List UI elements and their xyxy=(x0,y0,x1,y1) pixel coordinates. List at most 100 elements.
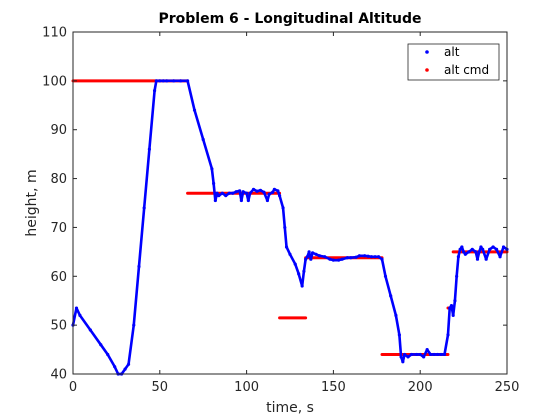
x-tick-label: 0 xyxy=(69,380,77,395)
alt-point xyxy=(432,352,436,357)
alt-point xyxy=(142,206,146,210)
alt-point xyxy=(147,147,151,151)
alt-point xyxy=(394,313,398,317)
alt-point xyxy=(106,352,110,357)
x-tick-label: 100 xyxy=(234,380,259,395)
alt-point xyxy=(262,190,266,194)
alt-point xyxy=(283,225,287,230)
alt-point xyxy=(415,352,419,357)
legend-alt-cmd-marker xyxy=(425,68,429,72)
alt-point xyxy=(192,108,197,112)
alt-point xyxy=(126,362,131,366)
alt-point xyxy=(442,352,447,357)
alt-point xyxy=(78,313,82,317)
legend-alt-marker xyxy=(425,50,429,54)
alt-point xyxy=(88,328,92,332)
alt-point xyxy=(238,189,242,193)
y-axis: 40 50 60 70 80 90 100 110 xyxy=(42,26,507,383)
alt-point xyxy=(479,245,483,249)
alt-point xyxy=(113,365,117,369)
alt-point xyxy=(215,191,219,195)
alt-point xyxy=(161,79,165,83)
alt-point xyxy=(284,245,289,249)
legend-box xyxy=(407,43,500,81)
alt-point xyxy=(357,254,362,258)
alt-point xyxy=(154,79,158,83)
alt-point xyxy=(271,190,275,194)
alt-point xyxy=(399,355,403,359)
alt-point xyxy=(477,250,481,254)
legend: alt alt cmd xyxy=(407,43,500,81)
alt-point xyxy=(220,191,224,195)
alt-point xyxy=(458,247,462,252)
alt-point xyxy=(498,255,502,259)
alt-point xyxy=(212,181,216,186)
alt-point xyxy=(422,355,426,359)
alt-point xyxy=(456,255,460,259)
y-axis-label: height, m xyxy=(24,169,40,236)
alt-point xyxy=(302,269,306,273)
alt-point xyxy=(99,343,103,347)
y-tick-label: 80 xyxy=(50,172,67,187)
alt-point xyxy=(474,250,478,254)
axes-background xyxy=(73,32,507,374)
y-tick-label: 40 xyxy=(50,368,67,383)
alt-point xyxy=(484,257,488,261)
alt-point xyxy=(383,274,388,278)
alt-point xyxy=(462,250,466,254)
alt-point xyxy=(345,256,349,260)
alt-point xyxy=(369,255,374,259)
y-tick-label: 110 xyxy=(42,26,67,41)
alt-point xyxy=(380,257,384,261)
alt-point xyxy=(213,198,217,203)
alt-point xyxy=(425,347,429,352)
alt-point xyxy=(74,306,79,310)
alt-point xyxy=(389,294,393,298)
alt-point xyxy=(241,190,245,194)
alt-point xyxy=(251,187,256,191)
alt-point xyxy=(409,352,414,357)
alt-point xyxy=(402,352,407,357)
alt-point xyxy=(310,251,315,255)
alt-point xyxy=(246,198,250,203)
alt-point xyxy=(276,189,280,193)
alt-point xyxy=(309,257,313,261)
alt-point xyxy=(297,272,301,276)
x-tick-label: 250 xyxy=(495,380,520,395)
alt-point xyxy=(470,247,474,252)
alt-point xyxy=(304,257,308,261)
alt-point xyxy=(272,187,276,191)
alt-point xyxy=(277,194,282,198)
alt-point xyxy=(227,191,231,195)
alt-point xyxy=(435,352,440,357)
alt-point xyxy=(488,247,492,252)
alt-point xyxy=(210,167,214,171)
alt-point xyxy=(376,255,381,259)
chart-title: Problem 6 - Longitudinal Altitude xyxy=(158,11,421,27)
alt-point xyxy=(137,264,141,269)
alt-point xyxy=(265,198,270,203)
alt-point xyxy=(201,137,205,142)
axes-frame xyxy=(72,31,508,375)
y-tick-label: 50 xyxy=(50,319,67,334)
legend-alt-cmd-label: alt cmd xyxy=(444,63,489,77)
alt-point xyxy=(349,256,353,260)
alt-point xyxy=(314,252,318,256)
alt-point xyxy=(245,191,249,195)
plot-area xyxy=(73,32,507,374)
alt-point xyxy=(158,79,162,83)
alt-point xyxy=(340,257,344,261)
y-tick-label: 100 xyxy=(42,74,67,89)
alt-point xyxy=(224,194,228,198)
alt-point xyxy=(152,89,157,93)
alt-point xyxy=(239,198,243,203)
alt-point xyxy=(328,257,332,261)
alt-point xyxy=(366,254,370,258)
alt-point xyxy=(255,189,259,193)
alt-point xyxy=(406,355,410,359)
legend-alt-label: alt xyxy=(444,45,460,59)
alt-point xyxy=(453,299,457,303)
alt-point xyxy=(337,258,341,262)
alt-point xyxy=(258,188,263,192)
